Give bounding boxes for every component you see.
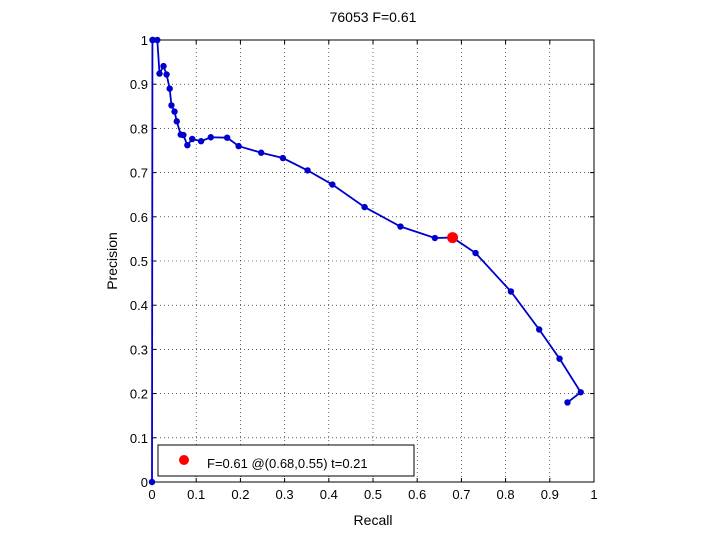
x-tick-label: 0.3 xyxy=(276,487,294,502)
data-point xyxy=(184,141,191,149)
chart-title: 76053 F=0.61 xyxy=(330,9,417,25)
y-tick-label: 1 xyxy=(141,33,148,48)
data-point xyxy=(507,288,515,295)
x-tick-label: 0.4 xyxy=(320,487,338,502)
x-tick-label: 0.9 xyxy=(541,487,559,502)
x-tick-label: 0 xyxy=(148,487,155,502)
y-tick-label: 0.4 xyxy=(130,298,148,313)
y-axis-label: Precision xyxy=(104,232,120,290)
data-point xyxy=(148,478,156,486)
x-tick-label: 1 xyxy=(590,487,597,502)
axes-ticks: 0 0.1 0.2 0.3 0.4 0.5 0.6 0.7 0.8 0.9 1 0 0.1 0.2 0.3 0… xyxy=(130,33,598,502)
data-point xyxy=(168,102,175,109)
y-tick-label: 0 xyxy=(141,475,148,490)
data-point xyxy=(556,355,563,362)
legend-box xyxy=(157,444,415,477)
data-point xyxy=(304,167,311,174)
y-tick-label: 0.6 xyxy=(130,210,148,225)
grid xyxy=(152,40,594,482)
x-tick-label: 0.5 xyxy=(364,487,382,502)
data-point xyxy=(279,154,287,162)
x-axis-label: Recall xyxy=(354,512,393,528)
data-point xyxy=(160,62,167,70)
data-point xyxy=(197,138,205,145)
data-point xyxy=(166,85,173,92)
y-tick-label: 0.9 xyxy=(130,77,148,92)
x-tick-label: 0.6 xyxy=(408,487,426,502)
x-tick-label: 0.8 xyxy=(497,487,515,502)
x-tick-label: 0.1 xyxy=(187,487,205,502)
y-tick-label: 0.8 xyxy=(130,121,148,136)
data-point xyxy=(257,149,265,156)
data-point xyxy=(329,181,336,188)
data-point xyxy=(180,131,187,139)
legend-entry: F=0.61 @(0.68,0.55) t=0.21 xyxy=(207,456,368,471)
x-tick-label: 0.7 xyxy=(452,487,470,502)
data-point xyxy=(397,223,404,230)
best-f-point xyxy=(447,232,459,244)
data-point xyxy=(472,249,479,257)
y-tick-label: 0.2 xyxy=(130,387,148,402)
y-tick-label: 0.7 xyxy=(130,166,148,181)
x-tick-label: 0.2 xyxy=(231,487,249,502)
data-point xyxy=(154,36,161,44)
data-point xyxy=(223,134,231,141)
data-point xyxy=(163,71,170,78)
data-point xyxy=(173,118,180,125)
data-point xyxy=(564,399,571,406)
data-point xyxy=(207,134,214,141)
data-point xyxy=(431,234,439,242)
data-point xyxy=(156,70,163,77)
data-point xyxy=(361,203,368,211)
data-point xyxy=(171,108,178,115)
legend: F=0.61 @(0.68,0.55) t=0.21 xyxy=(157,444,415,477)
data-point xyxy=(149,36,157,44)
y-tick-label: 0.1 xyxy=(130,431,148,446)
y-tick-label: 0.5 xyxy=(130,254,148,269)
data-point xyxy=(535,326,543,333)
series-layer xyxy=(148,36,584,486)
data-point xyxy=(235,142,242,150)
legend-marker xyxy=(179,455,189,465)
data-point xyxy=(577,389,584,396)
y-tick-label: 0.3 xyxy=(130,342,148,357)
data-point xyxy=(189,135,196,143)
